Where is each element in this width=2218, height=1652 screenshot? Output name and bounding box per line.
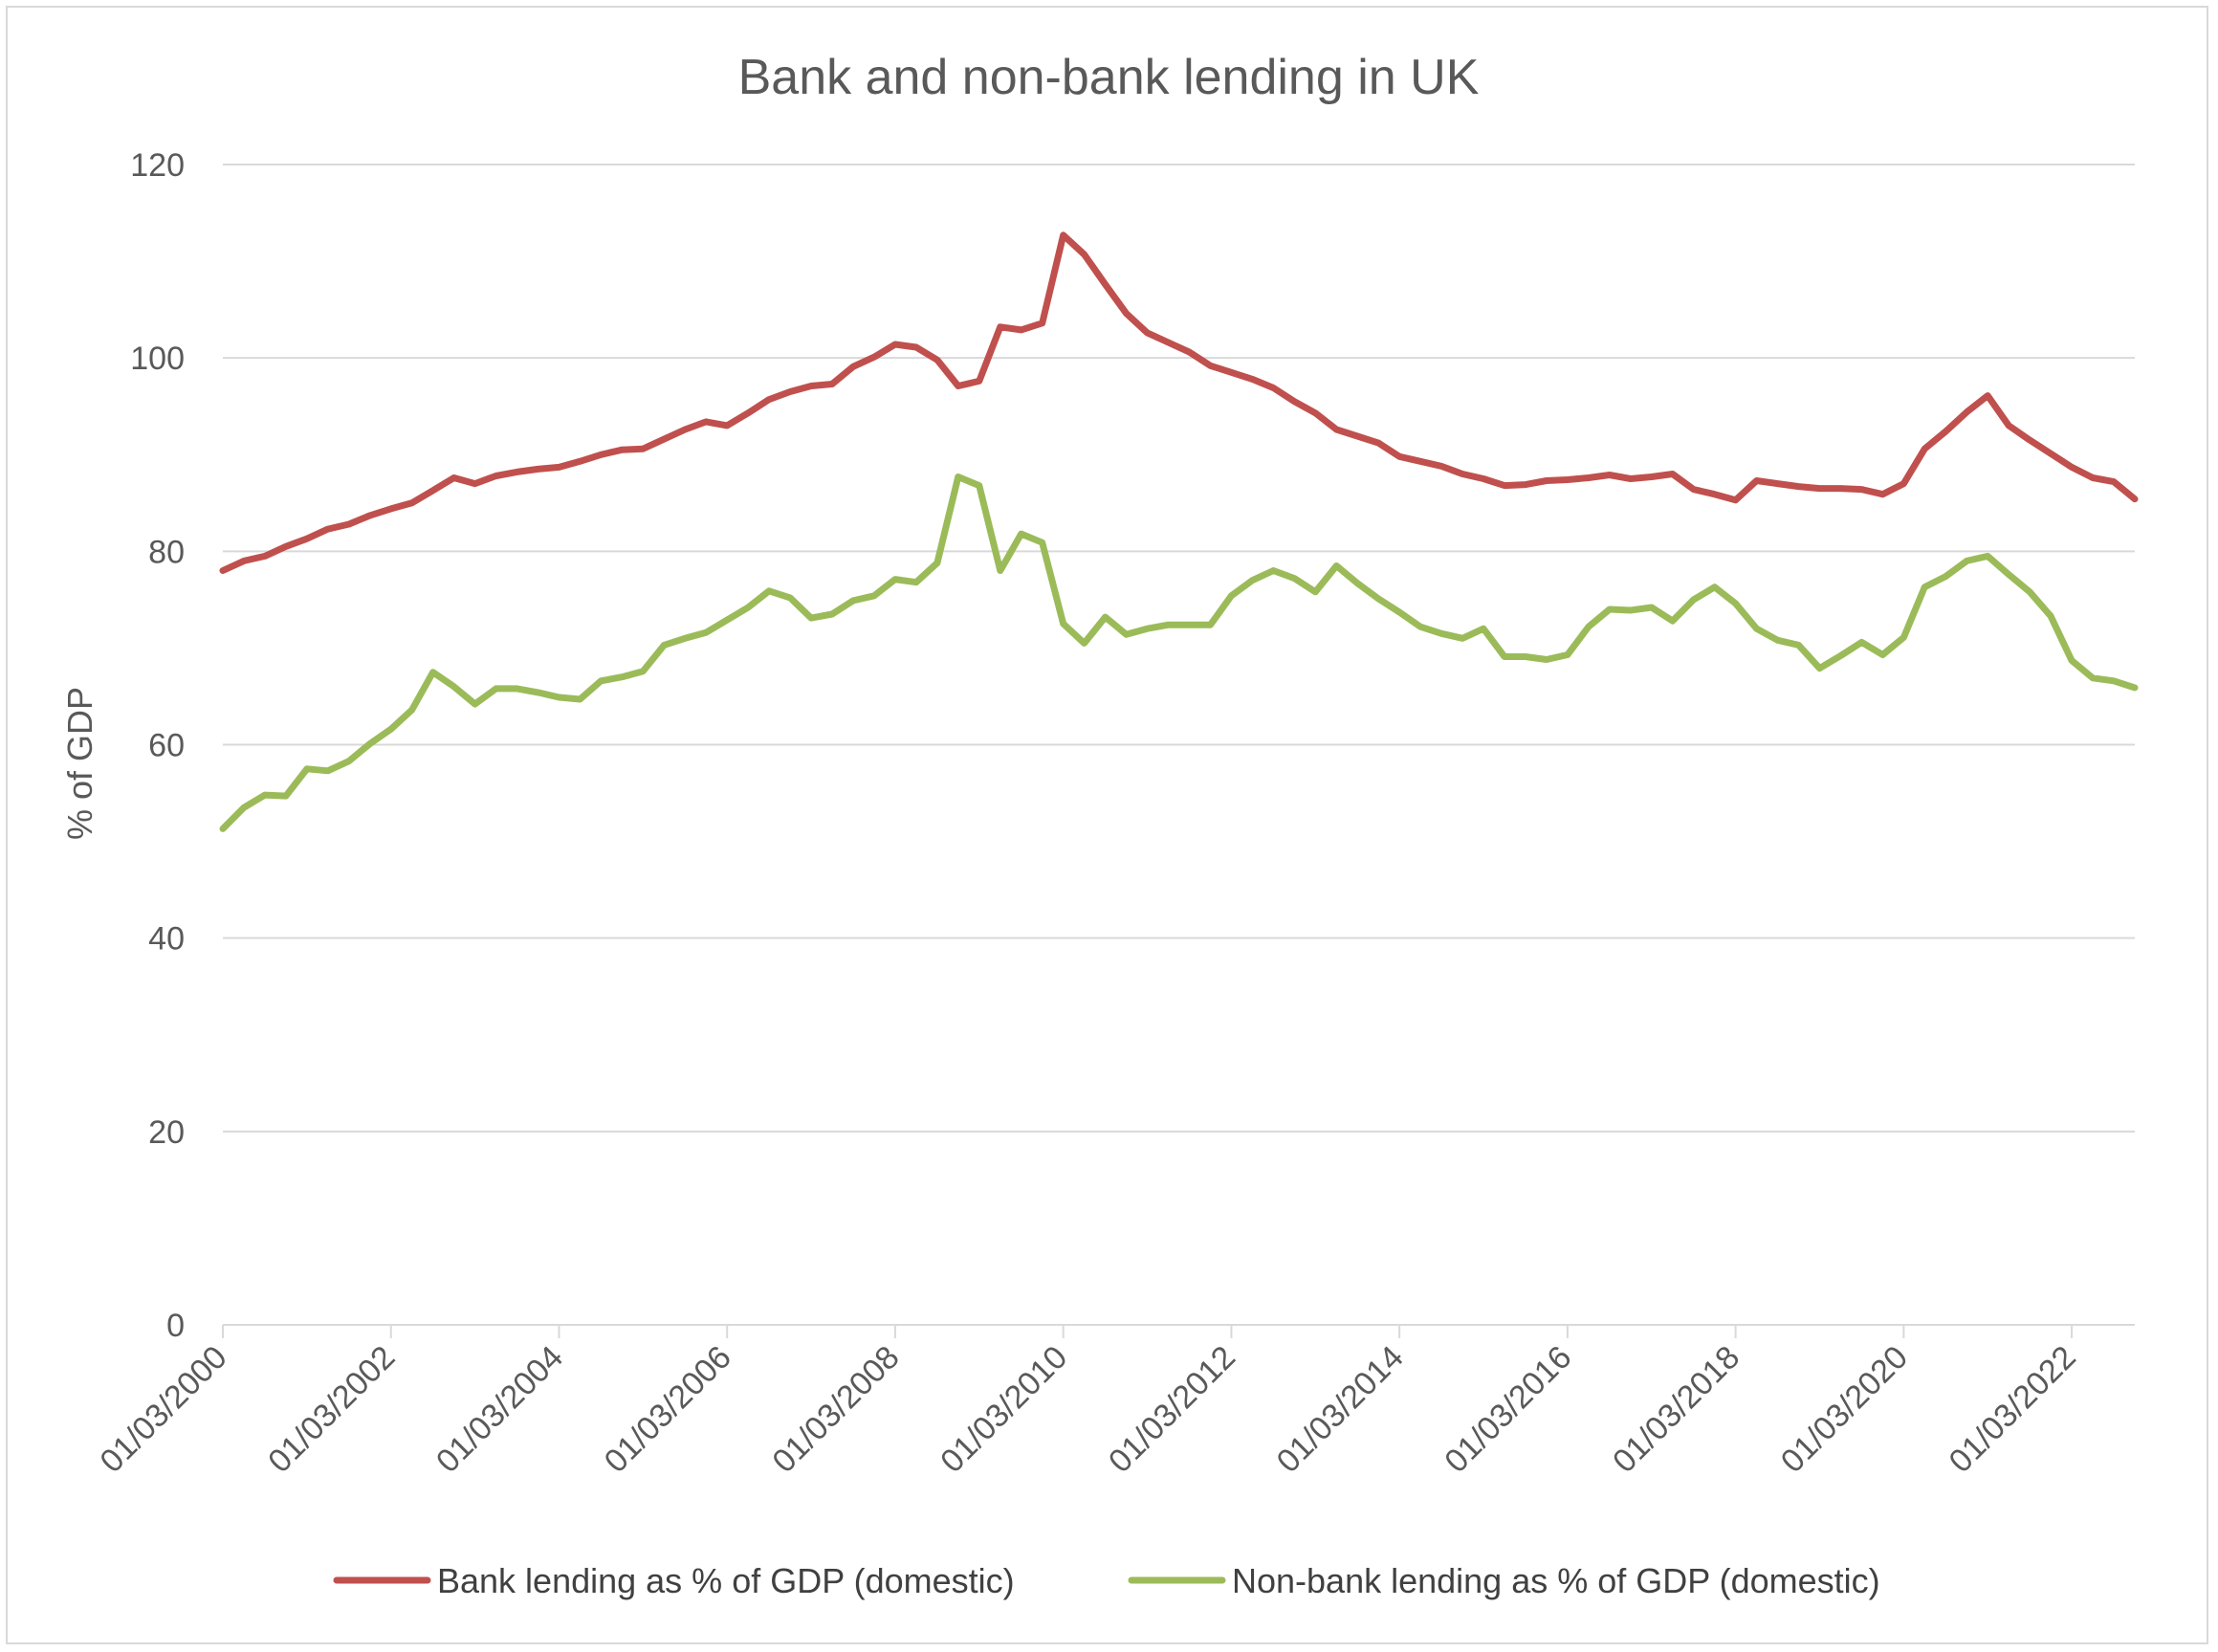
chart-title: Bank and non-bank lending in UK — [738, 50, 1480, 105]
x-tick-label: 01/03/2020 — [1774, 1339, 1915, 1480]
y-tick-label: 120 — [130, 147, 185, 184]
x-tick-label: 01/03/2012 — [1102, 1339, 1242, 1480]
y-tick-label: 20 — [148, 1114, 185, 1151]
bank-lending-line — [219, 231, 2139, 574]
x-tick-labels: 01/03/2000 01/03/2002 01/03/2004 01/03/2006… — [93, 1339, 2082, 1480]
chart-frame — [6, 6, 2208, 1644]
x-tick-label: 01/03/2002 — [261, 1339, 402, 1480]
x-tick-label: 01/03/2006 — [598, 1339, 738, 1480]
y-tick-label: 40 — [148, 921, 185, 958]
legend-label-bank: Bank lending as % of GDP (domestic) — [437, 1561, 1015, 1600]
x-tick-label: 01/03/2018 — [1606, 1339, 1746, 1480]
x-tick-label: 01/03/2008 — [765, 1339, 906, 1480]
x-tick-label: 01/03/2010 — [933, 1339, 1074, 1480]
x-tick-label: 01/03/2022 — [1943, 1339, 2083, 1480]
x-tick-label: 01/03/2004 — [429, 1339, 570, 1480]
x-tick-label: 01/03/2000 — [93, 1339, 233, 1480]
y-tick-label: 0 — [166, 1308, 185, 1344]
nonbank-lending-line — [219, 474, 2139, 832]
y-tick-label: 60 — [148, 728, 185, 764]
y-tick-label: 80 — [148, 534, 185, 570]
legend: Bank lending as % of GDP (domestic) Non-b… — [333, 1561, 1880, 1600]
x-tick-label: 01/03/2014 — [1270, 1339, 1411, 1480]
series-lines — [219, 231, 2139, 832]
y-axis-title: % of GDP — [60, 687, 99, 840]
gridlines — [222, 164, 2135, 1338]
y-tick-label: 100 — [130, 341, 185, 377]
x-tick-label: 01/03/2016 — [1438, 1339, 1578, 1480]
y-tick-labels: 0 20 40 60 80 100 120 — [130, 147, 185, 1344]
legend-label-nonbank: Non-bank lending as % of GDP (domestic) — [1232, 1561, 1880, 1600]
